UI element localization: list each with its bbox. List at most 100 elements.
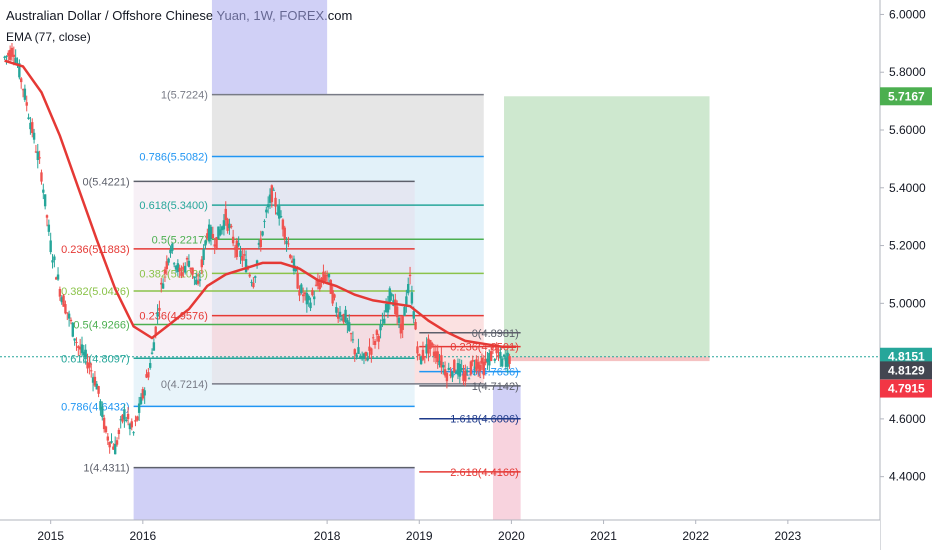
y-tick-label-3: 5.4000 [889, 181, 926, 195]
candle-body [432, 351, 436, 356]
profit-zone [504, 96, 710, 357]
candle-body [290, 260, 294, 263]
candle-body [88, 363, 91, 368]
candle-body [502, 354, 506, 357]
candle-body [180, 272, 183, 276]
candle-body [383, 318, 386, 324]
ema-line [4, 59, 516, 348]
candle-body [119, 419, 122, 421]
candle-body [108, 442, 111, 448]
candle-body [254, 276, 257, 278]
candle-body [497, 354, 500, 357]
candle-body [231, 236, 235, 244]
price-label-1: 4.8151 [888, 350, 925, 364]
candle-body [152, 342, 156, 351]
candle-body [163, 269, 167, 274]
y-tick-label-0: 6.0000 [889, 7, 926, 21]
candle-body [296, 273, 299, 289]
range-pink-small [492, 418, 521, 520]
candle-body [292, 258, 296, 272]
candle-body [187, 260, 191, 267]
candle-body [67, 313, 71, 319]
candle-body [447, 367, 450, 370]
candle-body [449, 374, 452, 376]
fib-large-label-1: 0.236(5.1883) [61, 244, 130, 256]
fib-mid-label-0: 1(5.7224) [161, 90, 208, 102]
candle-body [8, 49, 12, 60]
candle-body [242, 254, 246, 256]
candle-body [47, 224, 51, 232]
candle-body [394, 299, 397, 315]
candle-body [42, 189, 45, 193]
candle-body [364, 351, 368, 356]
candle-body [366, 358, 369, 361]
candle-body [196, 280, 200, 284]
candle-body [95, 383, 98, 390]
candle-body [500, 358, 504, 367]
candle-body [184, 265, 187, 273]
candle-body [204, 240, 207, 246]
fib-small-label-4: 1.618(4.6006) [450, 414, 519, 426]
candle-body [93, 376, 97, 386]
candle-body [506, 352, 509, 367]
candle-body [314, 284, 318, 286]
candle-body [303, 292, 307, 295]
candle-body [482, 361, 485, 376]
candle-body [99, 401, 102, 410]
candle-body [27, 117, 30, 119]
candle-body [19, 78, 23, 83]
price-label-0: 5.7167 [888, 89, 925, 103]
candle-body [469, 361, 473, 375]
candle-body [248, 274, 251, 277]
indicator-label: EMA (77, close) [6, 30, 91, 44]
candle-body [198, 279, 202, 281]
candle-body [416, 346, 419, 354]
candle-body [244, 259, 248, 272]
range-blue-top [211, 0, 328, 95]
candle-body [283, 227, 286, 240]
candle-body [222, 220, 226, 230]
candle-body [491, 347, 495, 349]
candle-body [346, 320, 349, 325]
candle-body [193, 276, 196, 279]
fib-mid-label-2: 0.618(5.3400) [139, 200, 208, 212]
candle-body [64, 304, 67, 314]
candle-body [246, 268, 250, 270]
candle-body [265, 209, 268, 213]
candle-body [38, 157, 41, 159]
candle-body [436, 351, 439, 363]
candle-body [228, 223, 231, 229]
candle-body [316, 279, 320, 286]
candle-body [458, 363, 462, 377]
candle-body [178, 267, 181, 272]
candle-body [29, 122, 32, 130]
candle-body [147, 372, 150, 378]
candle-body [335, 307, 338, 313]
candle-body [161, 283, 165, 289]
candle-body [207, 224, 211, 242]
fib-mid-zone-2 [211, 156, 484, 316]
y-tick-label-2: 5.6000 [889, 123, 926, 137]
candle-body [174, 265, 178, 270]
candle-body [101, 406, 104, 418]
candle-body [477, 362, 480, 369]
candle-body [287, 243, 290, 245]
candle-body [125, 419, 128, 422]
y-tick-label-4: 5.2000 [889, 239, 926, 253]
range-blue-bottom [133, 467, 415, 520]
price-label-3: 4.7915 [888, 382, 925, 396]
y-tick-label-5: 5.0000 [889, 296, 926, 310]
candle-body [388, 288, 391, 302]
candle-body [473, 366, 476, 368]
candle-body [504, 357, 508, 367]
candle-body [384, 303, 388, 313]
candle-body [102, 417, 106, 430]
candle-body [211, 233, 215, 239]
candle-body [80, 344, 84, 354]
price-label-bg-0 [880, 87, 932, 106]
candle-body [438, 360, 441, 366]
candle-body [333, 294, 336, 298]
candle-body [357, 347, 360, 354]
candle-body [171, 243, 174, 251]
